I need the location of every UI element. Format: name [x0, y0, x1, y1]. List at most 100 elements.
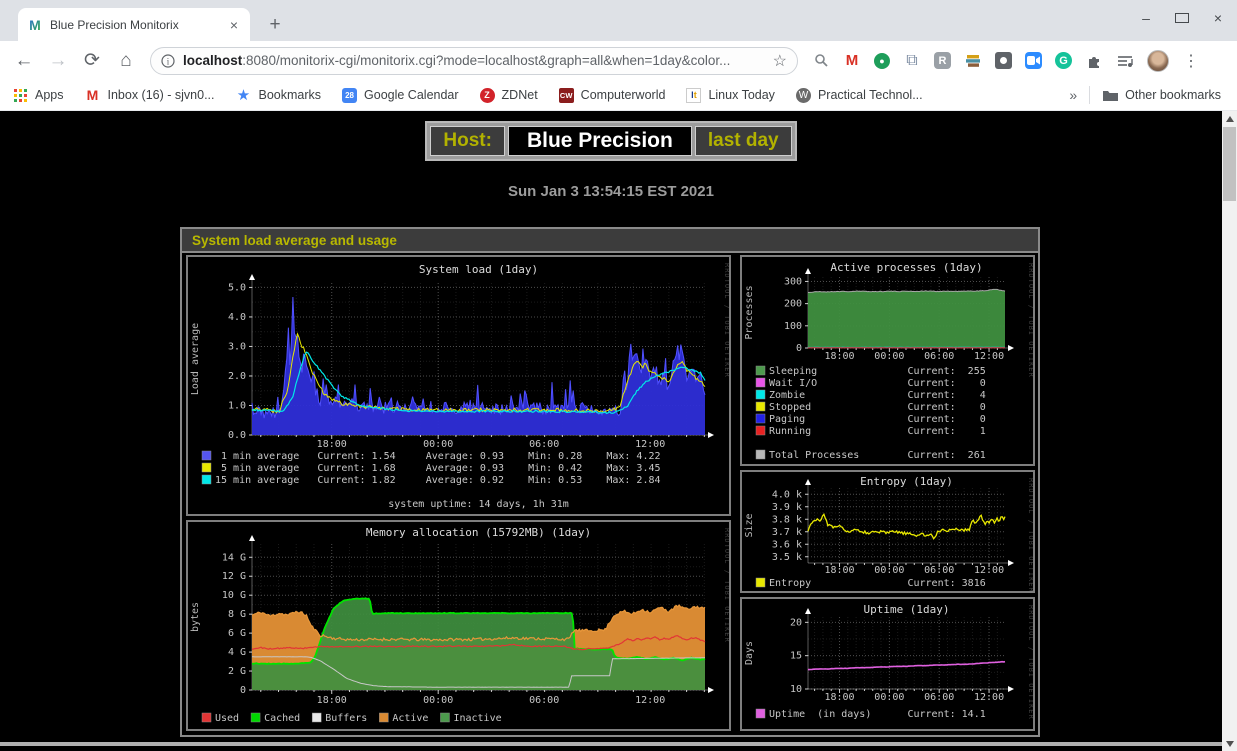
copy-pages-extension-icon[interactable]: ⧉ [906, 51, 918, 69]
svg-text:18:00: 18:00 [317, 439, 347, 450]
bookmark-computerworld[interactable]: CW Computerworld [558, 87, 666, 103]
zoom-extension-icon[interactable] [1025, 52, 1042, 69]
svg-text:0: 0 [240, 685, 246, 696]
site-info-icon[interactable]: i [161, 53, 175, 68]
new-tab-button[interactable]: + [269, 14, 281, 35]
svg-text:Processes: Processes [744, 285, 755, 339]
bookmark-star-icon[interactable]: ☆ [772, 52, 787, 70]
media-queue-icon[interactable] [1116, 52, 1134, 70]
svg-text:100: 100 [784, 321, 802, 332]
active-processes-graph[interactable]: 0 100 200 300 18:00 00:00 06:00 12:00 Active pro… [740, 255, 1035, 466]
host-selector-table: Host: Blue Precision last day [425, 121, 797, 161]
books-extension-icon[interactable] [964, 52, 982, 70]
svg-text:3.8 k: 3.8 k [772, 514, 802, 525]
svg-text:15: 15 [790, 651, 802, 662]
url-text[interactable]: localhost:8080/monitorix-cgi/monitorix.c… [183, 53, 731, 68]
svg-text:Active processes (1day): Active processes (1day) [830, 261, 982, 274]
svg-text:System load (1day): System load (1day) [419, 263, 538, 276]
bookmark-bookmarks[interactable]: ★ Bookmarks [236, 87, 322, 104]
svg-text:14 G: 14 G [222, 552, 246, 563]
other-bookmarks-button[interactable]: Other bookmarks [1102, 87, 1221, 103]
section-title: System load average and usage [182, 229, 1038, 253]
svg-text:18:00: 18:00 [824, 692, 854, 703]
svg-text:RRDTOOL / TOBI OETIKER: RRDTOOL / TOBI OETIKER [1027, 478, 1033, 591]
bookmark-google-calendar[interactable]: 28 Google Calendar [342, 87, 459, 103]
back-button[interactable]: ← [14, 49, 34, 71]
lamp-extension-icon[interactable] [995, 52, 1012, 69]
svg-text:system uptime: 14 days, 1h 31m: system uptime: 14 days, 1h 31m [388, 499, 569, 510]
svg-text:Active: Active [392, 713, 428, 724]
bookmark-zdnet[interactable]: Z ZDNet [479, 87, 538, 103]
bookmark-inbox[interactable]: M Inbox (16) - sjvn0... [85, 87, 215, 103]
page-scrollbar[interactable] [1222, 111, 1237, 751]
memory-allocation-graph[interactable]: 0 2 G 4 G 6 G 8 G 10 G 12 G 14 G 18:00 00:00 06:00… [186, 520, 731, 731]
voice-extension-icon[interactable]: ● [874, 52, 890, 69]
reader-extension-icon[interactable]: R [934, 52, 951, 69]
svg-text:4.0 k: 4.0 k [772, 489, 802, 500]
svg-text:Entropy (1day): Entropy (1day) [860, 475, 953, 488]
extensions-puzzle-icon[interactable] [1085, 52, 1103, 70]
svg-text:Wait I/O Current: Wait I/O Current: 0 [769, 378, 986, 389]
svg-text:Running Current: Running Current: 1 [769, 426, 986, 437]
monitorix-page: Host: Blue Precision last day Sun Jan 3 … [0, 111, 1237, 751]
svg-text:Load average: Load average [190, 323, 201, 395]
svg-text:2 G: 2 G [228, 666, 246, 677]
grammarly-extension-icon[interactable]: G [1055, 52, 1072, 69]
calendar-icon: 28 [342, 87, 358, 103]
scroll-down-arrow[interactable] [1222, 736, 1237, 751]
browser-menu-icon[interactable]: ⋮ [1183, 52, 1199, 70]
address-bar[interactable]: i localhost:8080/monitorix-cgi/monitorix… [150, 46, 798, 75]
browser-toolbar: ← → ⟳ ⌂ i localhost:8080/monitorix-cgi/m… [0, 41, 1237, 80]
svg-text:12:00: 12:00 [974, 351, 1004, 362]
svg-text:Stopped Current: Stopped Current: 0 [769, 402, 986, 413]
profile-avatar[interactable] [1147, 49, 1169, 72]
search-icon[interactable] [812, 52, 830, 70]
svg-text:4 G: 4 G [228, 647, 246, 658]
svg-text:5.0: 5.0 [228, 282, 246, 293]
browser-tab[interactable]: M Blue Precision Monitorix × [18, 8, 250, 41]
tab-close-icon[interactable]: × [229, 16, 239, 33]
svg-text:18:00: 18:00 [824, 565, 854, 576]
bookmarks-overflow-icon[interactable]: » [1069, 87, 1078, 103]
svg-text:10: 10 [790, 684, 802, 695]
reload-button[interactable]: ⟳ [84, 50, 100, 71]
window-maximize-button[interactable] [1175, 13, 1189, 23]
bookmark-apps[interactable]: Apps [12, 87, 64, 103]
entropy-graph[interactable]: 3.5 k 3.6 k 3.7 k 3.8 k 3.9 k 4.0 k 18:00 00:00… [740, 470, 1035, 593]
bookmark-practical-tech[interactable]: W Practical Technol... [795, 87, 923, 103]
svg-text:bytes: bytes [190, 602, 201, 632]
svg-text:Entropy Current: Entropy Current: 3816 [769, 578, 986, 589]
scrollbar-thumb[interactable] [1223, 127, 1236, 201]
svg-text:00:00: 00:00 [874, 351, 904, 362]
svg-text:Inactive: Inactive [453, 713, 501, 724]
star-icon: ★ [236, 87, 251, 104]
computerworld-icon: CW [558, 87, 574, 103]
gmail-icon: M [86, 87, 99, 103]
monitorix-favicon-icon: M [29, 18, 41, 32]
scroll-up-arrow[interactable] [1222, 111, 1237, 126]
uptime-graph[interactable]: 10 15 20 18:00 00:00 06:00 12:00 Uptime (1day) D… [740, 597, 1035, 731]
svg-text:06:00: 06:00 [529, 695, 559, 706]
home-button[interactable]: ⌂ [120, 49, 132, 71]
svg-text:M: M [29, 18, 41, 32]
window-minimize-button[interactable]: – [1142, 10, 1150, 26]
forward-button[interactable]: → [48, 49, 68, 71]
gmail-extension-icon[interactable]: M [845, 52, 859, 69]
svg-text:2.0: 2.0 [228, 371, 246, 382]
svg-text:200: 200 [784, 299, 802, 310]
host-label: Host: [430, 126, 505, 156]
svg-text:4.0: 4.0 [228, 312, 246, 323]
period-value: last day [694, 126, 792, 156]
svg-text:3.9 k: 3.9 k [772, 502, 802, 513]
system-load-graph[interactable]: 0.0 1.0 2.0 3.0 4.0 5.0 18:00 00:00 06:00 12:00 Sy… [186, 255, 731, 516]
svg-text:Cached: Cached [264, 713, 300, 724]
svg-text:06:00: 06:00 [924, 565, 954, 576]
svg-text:1 min average Current: 1.54: 1 min average Current: 1.54 Average: 0.9… [215, 451, 661, 462]
svg-text:5 min average Current: 1.68: 5 min average Current: 1.68 Average: 0.9… [215, 463, 661, 474]
wordpress-icon: W [795, 87, 811, 103]
svg-text:1.0: 1.0 [228, 400, 246, 411]
svg-text:20: 20 [790, 617, 802, 628]
window-close-button[interactable]: × [1213, 10, 1223, 26]
